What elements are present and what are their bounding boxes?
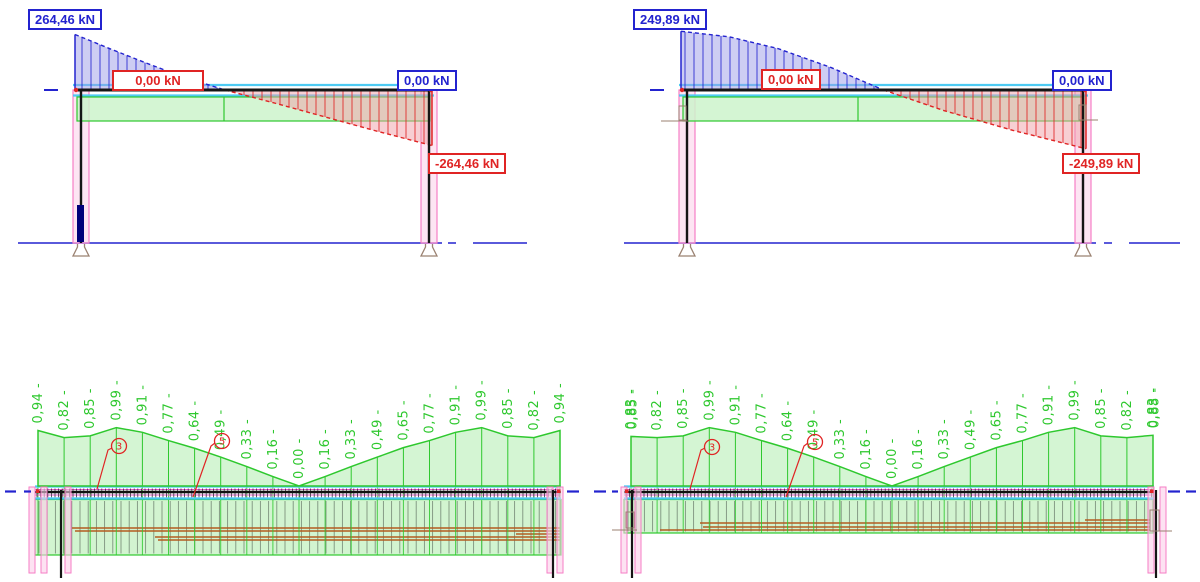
svg-text:0,65 -: 0,65 -: [396, 400, 411, 441]
svg-text:0,77 -: 0,77 -: [755, 393, 770, 434]
value-box-zero-start-frame2: 0,00 kN: [761, 69, 821, 90]
svg-text:5: 5: [812, 438, 818, 449]
svg-text:0,94 -: 0,94 -: [553, 383, 568, 424]
svg-text:0,82 -: 0,82 -: [650, 390, 665, 431]
svg-text:0,33 -: 0,33 -: [937, 419, 952, 460]
svg-text:0,85 -: 0,85 -: [676, 388, 691, 429]
svg-text:5: 5: [219, 437, 225, 448]
value-box-zero-end-frame1: 0,00 kN: [397, 70, 457, 91]
svg-text:0,85 -: 0,85 -: [1094, 388, 1109, 429]
svg-text:3: 3: [709, 443, 715, 454]
svg-text:0,99 -: 0,99 -: [1068, 380, 1083, 421]
svg-text:0,16 -: 0,16 -: [911, 429, 926, 470]
svg-text:0,33 -: 0,33 -: [240, 419, 255, 460]
svg-text:0,77 -: 0,77 -: [1016, 393, 1031, 434]
svg-text:0,16 -: 0,16 -: [859, 429, 874, 470]
value-box-min-frame2: -249,89 kN: [1062, 153, 1141, 174]
svg-text:0,64 -: 0,64 -: [781, 400, 796, 441]
svg-text:0,49 -: 0,49 -: [214, 409, 229, 450]
shear-frame-2: [624, 30, 1180, 257]
svg-text:0,16 -: 0,16 -: [266, 429, 281, 470]
value-box-max-frame2: 249,89 kN: [633, 9, 707, 30]
svg-text:3: 3: [116, 442, 122, 453]
svg-text:0,94 -: 0,94 -: [31, 383, 46, 424]
svg-text:0,65 -: 0,65 -: [989, 400, 1004, 441]
svg-text:0,99 -: 0,99 -: [702, 380, 717, 421]
value-box-max-frame1: 264,46 kN: [28, 9, 102, 30]
svg-text:0,91 -: 0,91 -: [1042, 385, 1057, 426]
svg-text:0,85 -: 0,85 -: [626, 389, 641, 430]
svg-text:0,49 -: 0,49 -: [963, 409, 978, 450]
distribution-frame-1: 0,94 - 0,82 - 0,85 - 0,99 - 0,91 - 0,77 - 0,64…: [5, 380, 618, 578]
svg-text:0,33 -: 0,33 -: [833, 419, 848, 460]
shear-frame-1: [18, 33, 527, 257]
value-box-min-frame1: -264,46 kN: [428, 153, 507, 174]
svg-text:0,33 -: 0,33 -: [344, 419, 359, 460]
distribution-frame-2: 0,83 -0,85 -0,82 -0,85 -0,99 -0,91 -0,77…: [612, 380, 1196, 578]
svg-text:0,88 -: 0,88 -: [1148, 387, 1163, 428]
svg-text:0,49 -: 0,49 -: [807, 409, 822, 450]
svg-text:0,00 -: 0,00 -: [292, 438, 307, 479]
svg-text:0,91 -: 0,91 -: [728, 385, 743, 426]
svg-text:0,91 -: 0,91 -: [135, 385, 150, 426]
svg-text:0,99 -: 0,99 -: [475, 380, 490, 421]
svg-text:0,77 -: 0,77 -: [162, 393, 177, 434]
svg-text:0,83 -: 0,83 -: [624, 389, 639, 430]
svg-text:0,85 -: 0,85 -: [83, 388, 98, 429]
svg-text:0,91 -: 0,91 -: [449, 385, 464, 426]
svg-text:0,82 -: 0,82 -: [1120, 390, 1135, 431]
svg-text:0,83 -: 0,83 -: [1146, 387, 1161, 428]
svg-text:0,82 -: 0,82 -: [57, 390, 72, 431]
svg-text:0,77 -: 0,77 -: [423, 393, 438, 434]
value-box-zero-end-frame2: 0,00 kN: [1052, 70, 1112, 91]
svg-text:0,16 -: 0,16 -: [318, 429, 333, 470]
svg-text:0,99 -: 0,99 -: [109, 380, 124, 421]
value-box-zero-start-frame1: 0,00 kN: [112, 70, 204, 91]
svg-text:0,85 -: 0,85 -: [501, 388, 516, 429]
svg-text:0,00 -: 0,00 -: [885, 438, 900, 479]
svg-text:0,49 -: 0,49 -: [370, 409, 385, 450]
svg-text:0,64 -: 0,64 -: [188, 400, 203, 441]
svg-text:0,82 -: 0,82 -: [527, 390, 542, 431]
